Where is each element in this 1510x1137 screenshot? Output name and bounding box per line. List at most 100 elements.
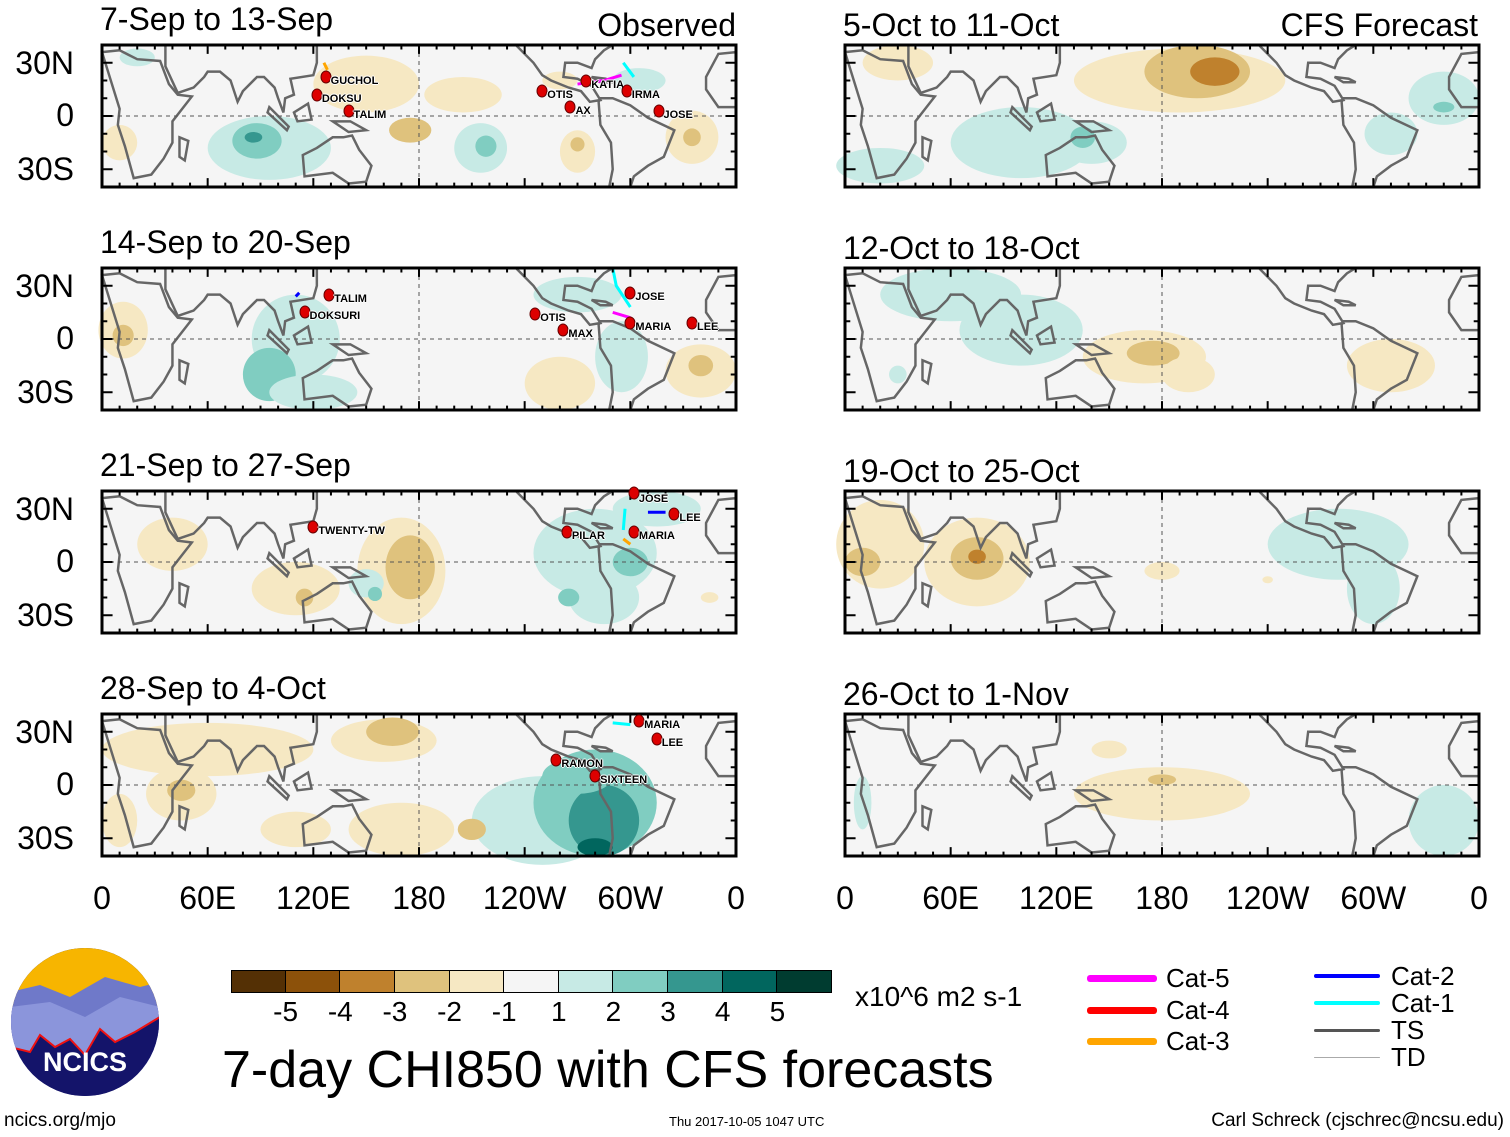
latitude-label: 30N [15, 45, 74, 81]
anomaly-contour [295, 588, 314, 607]
storm-label: OTIS [540, 312, 566, 325]
anomaly-contour [524, 356, 596, 410]
footer-timestamp: Thu 2017-10-05 1047 UTC [669, 1114, 825, 1129]
legend-line-cat-2 [1314, 974, 1380, 978]
anomaly-contour [950, 107, 1092, 179]
anomaly-contour [577, 838, 613, 856]
legend-line-cat-5 [1087, 974, 1157, 982]
longitude-label: 0 [727, 880, 745, 916]
anomaly-contour [1262, 576, 1273, 584]
colorbar-label: -1 [491, 996, 517, 1027]
anomaly-contour [366, 717, 419, 746]
hurricane-icon [580, 74, 592, 87]
latitude-label: 0 [56, 320, 74, 356]
anomaly-contour [457, 818, 486, 841]
hurricane-icon [668, 507, 680, 521]
longitude-label: 120W [1225, 880, 1310, 916]
longitude-label: 60E [922, 880, 980, 916]
anomaly-contour [102, 722, 314, 777]
anomaly-contour [119, 48, 155, 67]
anomaly-contour [475, 135, 497, 157]
colorbar-label: 1 [551, 996, 567, 1027]
colorbar-swatch [613, 970, 669, 993]
colorbar-swatch [777, 970, 832, 993]
map-panel-observed-1: GUCHOL DOKSU TALIM OTIS AX KATIA IRMA JOSE [102, 45, 736, 187]
storm-label: PILAR [571, 529, 605, 542]
anomaly-contour [1190, 57, 1240, 86]
hurricane-icon [557, 323, 569, 337]
latitude-label: 0 [56, 766, 74, 802]
axis-ticks [845, 45, 1479, 187]
legend-line-cat-4 [1087, 1006, 1157, 1014]
map-panel-observed-2: TALIM DOKSURI OTIS MAX JOSE MARIA LEE [98, 268, 736, 410]
anomaly-contour [1346, 553, 1400, 625]
panel-title: 5-Oct to 11-Oct [843, 7, 1060, 43]
legend-line-ts [1314, 1028, 1380, 1032]
hurricane-icon [624, 316, 636, 330]
hurricane-icon [686, 316, 698, 330]
legend-label: Cat-3 [1166, 1026, 1230, 1056]
colorbar-label: 2 [605, 996, 622, 1027]
ncics-logo: NCICS [10, 947, 160, 1097]
anomaly-contour [244, 131, 263, 143]
hurricane-icon [311, 88, 323, 102]
anomaly-contour [102, 124, 138, 161]
storm-label: LEE [679, 512, 701, 525]
legend-label: Cat-2 [1391, 961, 1455, 991]
anomaly-contour [1433, 101, 1455, 113]
storm-label: KATIA [591, 78, 625, 91]
anomaly-contour [542, 71, 578, 90]
anomaly-contour [251, 562, 340, 616]
storm-track [623, 63, 634, 77]
anomaly-contour [683, 128, 701, 147]
legend-label: Cat-4 [1166, 995, 1230, 1025]
legend-label: Cat-5 [1166, 963, 1230, 993]
axis-ticks [102, 268, 736, 410]
colorbar-swatch [285, 970, 341, 993]
anomaly-contour [688, 354, 714, 377]
axis-ticks [845, 714, 1479, 856]
longitude-label: 180 [1135, 880, 1189, 916]
hurricane-icon [628, 486, 640, 500]
hurricane-icon [320, 70, 332, 84]
legend-label: TS [1391, 1015, 1425, 1045]
longitude-label: 60E [179, 880, 237, 916]
storm-label: MAX [568, 328, 593, 341]
legend-line-td [1314, 1056, 1380, 1058]
anomaly-contour [260, 811, 331, 848]
hurricane-icon [323, 288, 335, 302]
figure-title: 7-day CHI850 with CFS forecasts [222, 1041, 994, 1099]
anomaly-contour [1162, 356, 1215, 393]
longitude-label: 120E [275, 880, 351, 916]
hurricane-icon [589, 769, 601, 783]
anomaly-contour [1408, 71, 1479, 125]
legend-line-cat-1 [1314, 1001, 1380, 1005]
colorbar-label: 3 [660, 996, 676, 1027]
hurricane-icon [529, 307, 541, 321]
hurricane-icon [561, 525, 573, 539]
colorbar-swatch [504, 970, 559, 993]
hurricane-icon [653, 104, 664, 118]
colorbar-label: -3 [382, 996, 408, 1027]
forecast-label: CFS Forecast [1280, 7, 1478, 43]
anomaly-contour [533, 276, 622, 313]
storm-label: IRMA [631, 89, 660, 102]
hurricane-icon [651, 732, 663, 746]
legend-label: Cat-1 [1391, 988, 1455, 1018]
colorbar-label: 4 [714, 996, 731, 1027]
storm-track [296, 293, 300, 297]
latitude-label: 30S [17, 151, 74, 187]
panel-title: 26-Oct to 1-Nov [843, 676, 1069, 712]
anomaly-contour [889, 365, 907, 384]
map-panel-forecast-4 [845, 714, 1479, 856]
anomaly-contour [1144, 562, 1180, 580]
axis-ticks [102, 491, 736, 633]
storm-label: OTIS [547, 89, 573, 102]
hurricane-icon [564, 100, 576, 114]
storm-label: TALIM [353, 108, 387, 121]
longitude-label: 180 [392, 880, 446, 916]
anomaly-contour [424, 76, 502, 113]
colorbar-swatch [668, 970, 723, 993]
footer-url[interactable]: ncics.org/mjo [4, 1110, 116, 1131]
